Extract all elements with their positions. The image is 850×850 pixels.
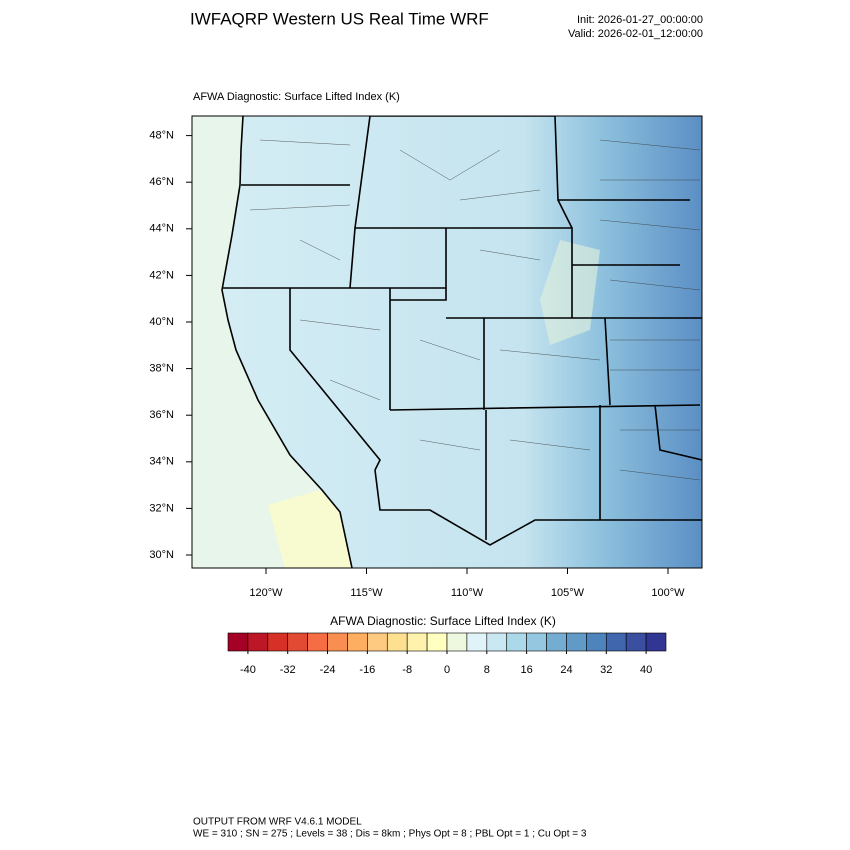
map-title: AFWA Diagnostic: Surface Lifted Index (K…	[193, 91, 400, 103]
colorbar-label: -8	[402, 664, 412, 676]
colorbar-box	[546, 632, 567, 652]
colorbar-box	[347, 632, 368, 652]
colorbar-label: 16	[521, 664, 533, 676]
lon-label: 115°W	[350, 587, 383, 599]
colorbar-label: 24	[560, 664, 572, 676]
lat-label: 44°N	[149, 223, 174, 235]
lon-label: 100°W	[651, 587, 685, 599]
colorbar-label: 8	[484, 664, 490, 676]
ocean	[192, 116, 352, 568]
colorbar-box	[526, 632, 547, 652]
colorbar-box	[586, 632, 607, 652]
colorbar-label: -24	[320, 664, 336, 676]
colorbar-box	[446, 632, 468, 652]
lat-label: 38°N	[149, 363, 174, 375]
colorbar-box	[307, 632, 328, 652]
footer-line: OUTPUT FROM WRF V4.6.1 MODEL	[193, 817, 362, 828]
baja	[268, 490, 352, 568]
colorbar-box	[227, 632, 249, 652]
colorbar-label: 40	[640, 664, 652, 676]
colorbar-label: -40	[240, 664, 256, 676]
lon-label: 120°W	[249, 587, 283, 599]
lat-label: 32°N	[149, 502, 174, 514]
lat-label: 30°N	[149, 549, 174, 561]
colorbar-box	[486, 632, 508, 652]
colorbar-box	[625, 632, 647, 652]
lat-label: 36°N	[149, 409, 174, 421]
lat-label: 34°N	[149, 456, 174, 468]
colorbar-label: -16	[359, 664, 375, 676]
footer-line: WE = 310 ; SN = 275 ; Levels = 38 ; Dis …	[193, 829, 587, 840]
county-lines	[249, 139, 701, 481]
valid-time: Valid: 2026-02-01_12:00:00	[568, 28, 703, 40]
colorbar-label: 0	[444, 664, 450, 676]
colorbar-title: AFWA Diagnostic: Surface Lifted Index (K…	[330, 614, 556, 628]
colorbar-box	[267, 632, 289, 652]
map-frame	[191, 115, 703, 569]
main-title: IWFAQRP Western US Real Time WRF	[190, 9, 489, 28]
colorbar-box	[406, 632, 428, 652]
colorbar-box	[247, 632, 269, 652]
colorbar-box	[645, 632, 667, 652]
lat-label: 40°N	[149, 316, 174, 328]
colorbar-box	[566, 632, 587, 652]
lat-label: 42°N	[149, 269, 174, 281]
colorbar-box	[605, 632, 627, 652]
colorbar-label: 32	[600, 664, 612, 676]
colorbar-label: -32	[280, 664, 296, 676]
colorbar-box	[287, 632, 308, 652]
colorbar-box	[506, 632, 527, 652]
state-borders	[222, 116, 702, 546]
coastline	[221, 116, 353, 568]
init-time: Init: 2026-01-27_00:00:00	[577, 14, 703, 26]
lat-label: 46°N	[149, 176, 174, 188]
colorbar-box	[327, 632, 348, 652]
colorbar-box	[367, 632, 388, 652]
lon-label: 105°W	[551, 587, 585, 599]
lon-label: 110°W	[451, 587, 484, 599]
lat-label: 48°N	[149, 130, 174, 142]
colorbar-box	[386, 632, 408, 652]
colorbar-box	[466, 632, 488, 652]
colorbar-box	[426, 632, 448, 652]
map	[192, 116, 702, 568]
